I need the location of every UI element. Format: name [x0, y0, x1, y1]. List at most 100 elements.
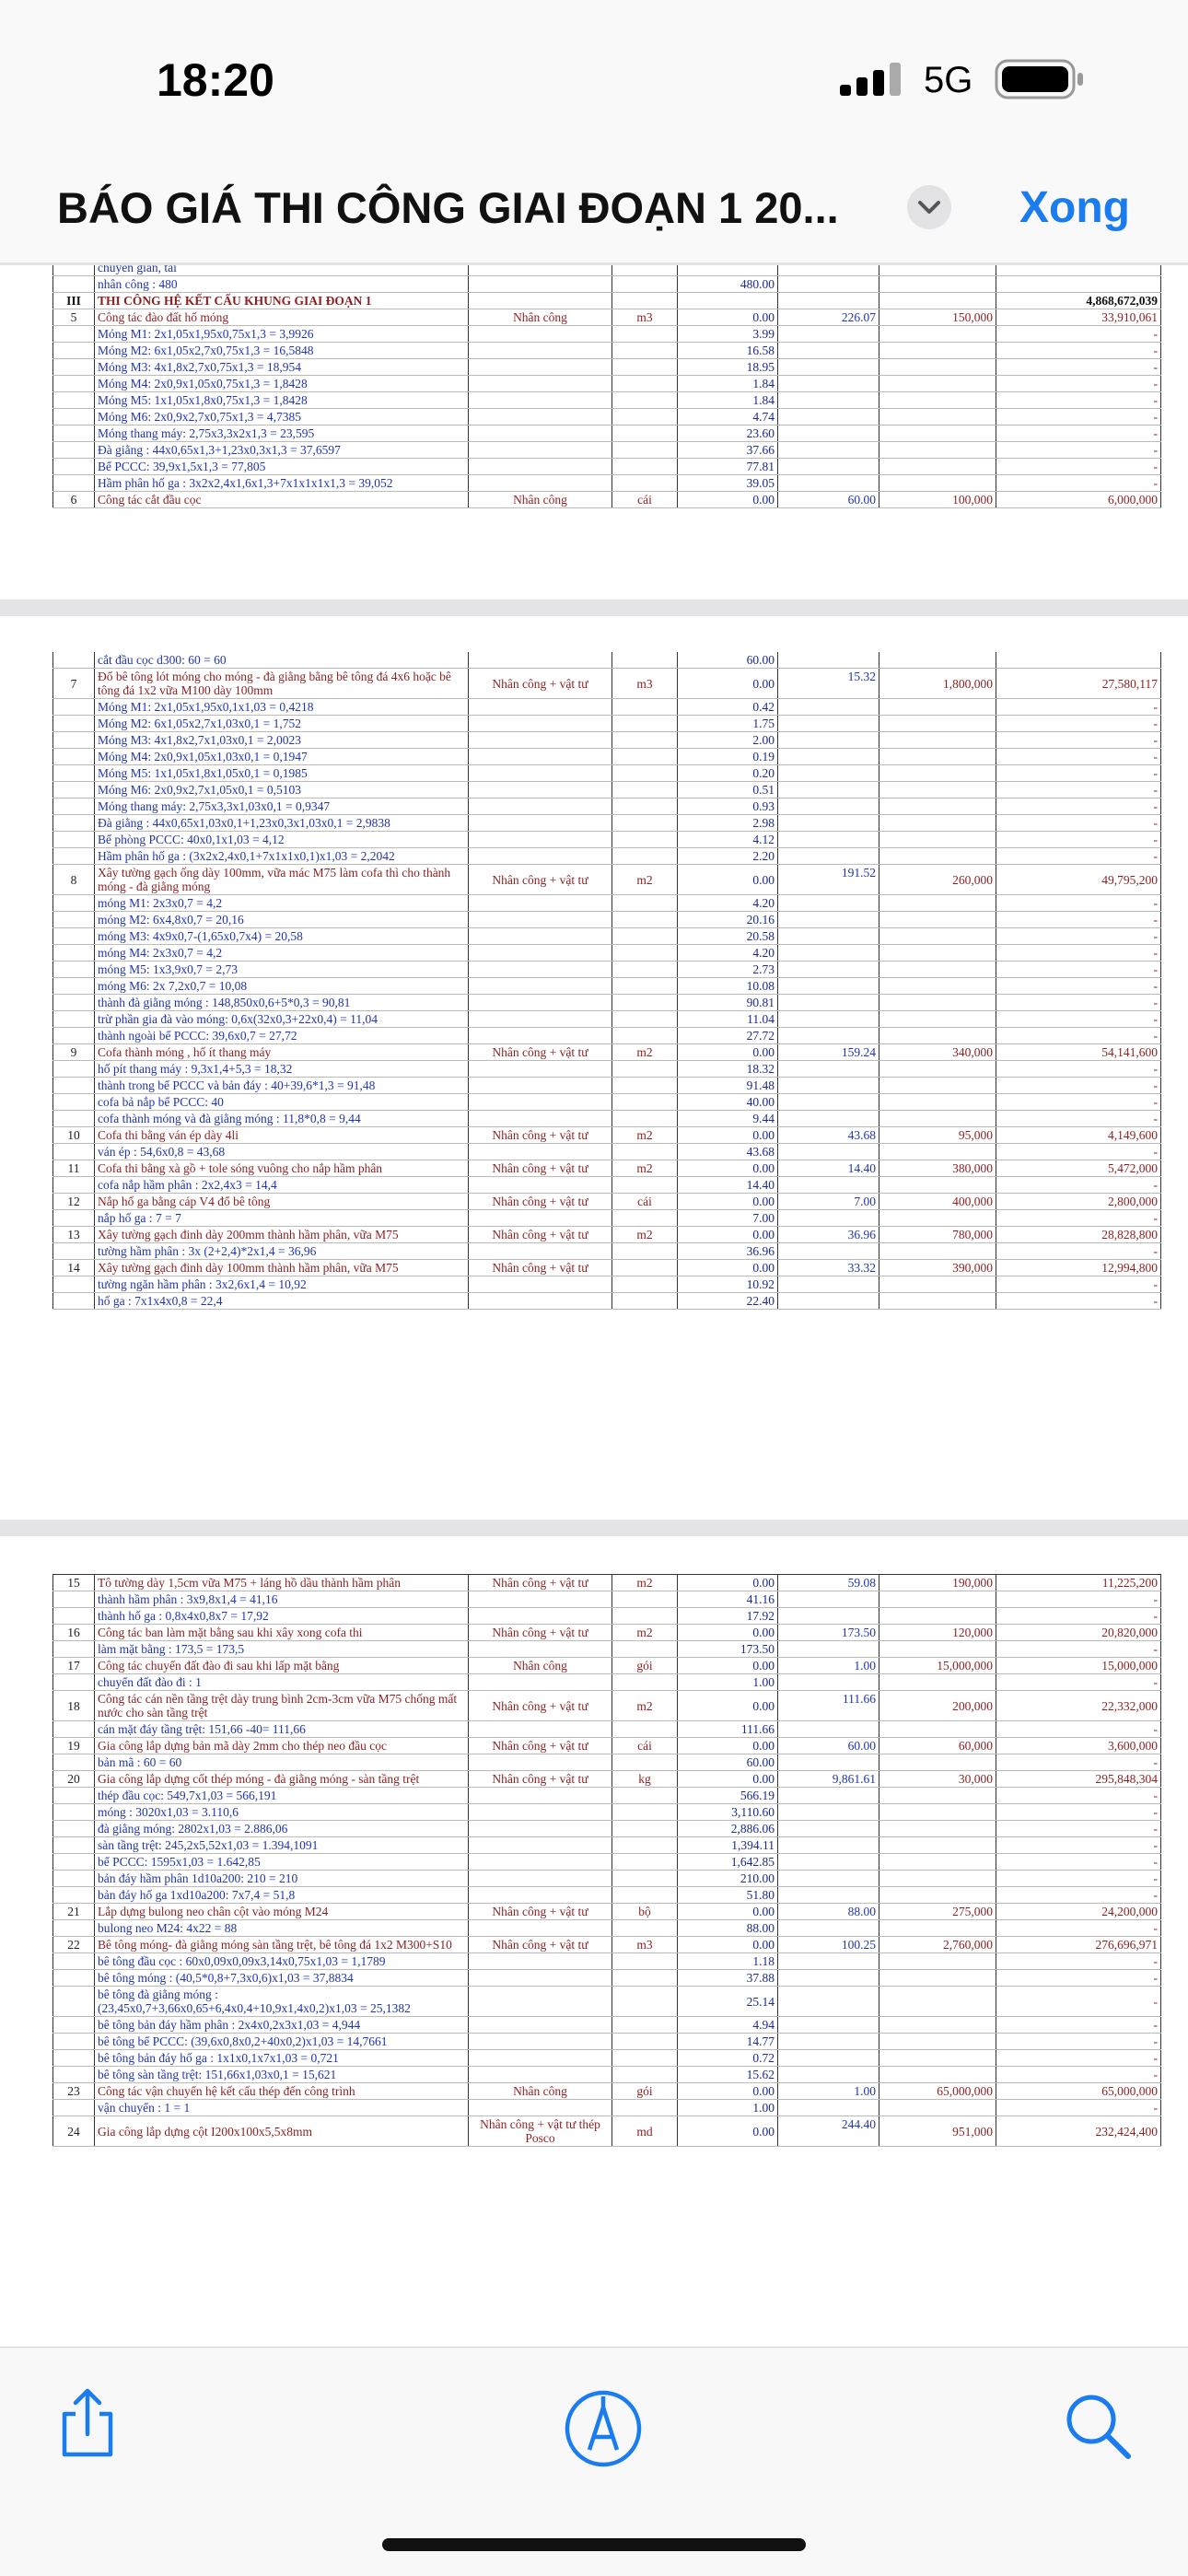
unit [611, 1276, 678, 1293]
item-description: ván ép : 54,6x0,8 = 43,68 [94, 1143, 469, 1160]
table-row: 11 Cofa thi bằng xà gồ + tole sóng vuông … [52, 1160, 1161, 1177]
amount: - [996, 944, 1161, 962]
item-description: hố pít thang máy : 9,3x1,4+5,3 = 18,32 [94, 1060, 469, 1078]
row-number [52, 1640, 95, 1658]
unit-price [879, 1093, 996, 1111]
work-type [468, 1077, 612, 1094]
work-type [468, 1640, 612, 1658]
search-button[interactable] [1064, 2392, 1134, 2462]
quote-table: 15 Tô tường dày 1,5cm vữa M75 + láng hồ d… [52, 1574, 1161, 2147]
amount: - [996, 408, 1161, 425]
markup-button[interactable] [564, 2389, 643, 2468]
unit-price: 951,000 [879, 2116, 996, 2147]
table-row: Móng M2: 6x1,05x2,7x0,75x1,3 = 16,5848 16… [52, 342, 1161, 359]
battery-icon [995, 59, 1083, 99]
volume [777, 894, 879, 912]
work-type [468, 698, 612, 716]
table-row: bê tông móng : (40,5*0,8+7,3x0,6)x1,03 =… [52, 1969, 1161, 1987]
unit: m3 [611, 668, 678, 699]
share-button[interactable] [55, 2386, 120, 2460]
unit-price [879, 1820, 996, 1837]
item-description: Công tác vận chuyển hệ kết cấu thép đến … [94, 2082, 469, 2100]
unit-price [879, 698, 996, 716]
table-row: Móng M6: 2x0,9x2,7x0,75x1,3 = 4,7385 4.74… [52, 408, 1161, 425]
work-type [468, 731, 612, 749]
work-type [468, 1986, 612, 2017]
row-number [52, 375, 95, 392]
row-number [52, 1027, 95, 1044]
amount: 33,910,061 [996, 309, 1161, 326]
unit [611, 292, 678, 309]
unit: bộ [611, 1903, 678, 1920]
table-row: Đà giằng : 44x0,65x1,03x0,1+1,23x0,3x1,0… [52, 814, 1161, 832]
table-row: thành hầm phân : 3x9,8x1,4 = 41,16 41.16 - [52, 1591, 1161, 1608]
volume [777, 2016, 879, 2034]
work-type [468, 474, 612, 492]
table-row: bulong neo M24: 4x22 = 88 88.00 - [52, 1919, 1161, 1937]
unit [611, 715, 678, 732]
work-type [468, 814, 612, 832]
work-type [468, 1787, 612, 1804]
unit [611, 458, 678, 475]
unit-price [879, 927, 996, 945]
amount: - [996, 2016, 1161, 2034]
item-description: Móng thang máy: 2,75x3,3x2x1,3 = 23,595 [94, 425, 469, 442]
work-type: Nhân công + vật tư [468, 1737, 612, 1754]
quantity: 60.00 [677, 1754, 778, 1771]
work-type [468, 961, 612, 978]
work-type [468, 1292, 612, 1310]
volume [777, 1209, 879, 1227]
work-type: Nhân công + vật tư [468, 1043, 612, 1061]
table-row: 6 Công tác cắt đầu cọc Nhân công cái 0.00 60.… [52, 491, 1161, 508]
amount: - [996, 2049, 1161, 2067]
item-description: đà giằng móng: 2802x1,03 = 2.886,06 [94, 1820, 469, 1837]
quantity: 0.00 [677, 1624, 778, 1641]
unit-price [879, 1176, 996, 1194]
quantity: 41.16 [677, 1591, 778, 1608]
amount: 232,424,400 [996, 2116, 1161, 2147]
done-button[interactable]: Xong [1019, 183, 1130, 232]
amount: - [996, 425, 1161, 442]
title-menu-button[interactable] [906, 184, 952, 230]
row-number [52, 1720, 95, 1738]
amount: 295,848,304 [996, 1770, 1161, 1788]
item-description: Tô tường dày 1,5cm vữa M75 + láng hồ dầu… [94, 1574, 469, 1591]
item-description: thép đầu cọc: 549,7x1,03 = 566,191 [94, 1787, 469, 1804]
amount: - [996, 2033, 1161, 2050]
row-number [52, 731, 95, 749]
volume [777, 275, 879, 293]
unit-price [879, 1110, 996, 1127]
volume [777, 1969, 879, 1987]
work-type [468, 2099, 612, 2116]
volume [777, 781, 879, 798]
table-row: hố ga : 7x1x4x0,8 = 22,4 22.40 - [52, 1292, 1161, 1310]
volume [777, 1027, 879, 1044]
row-number [52, 764, 95, 782]
unit [611, 358, 678, 376]
item-description: móng M1: 2x3x0,7 = 4,2 [94, 894, 469, 912]
amount: 5,472,000 [996, 1160, 1161, 1177]
unit: cái [611, 1737, 678, 1754]
amount: - [996, 1027, 1161, 1044]
item-description: THI CÔNG HỆ KẾT CẤU KHUNG GIAI ĐOẠN 1 [94, 292, 469, 309]
unit-price [879, 715, 996, 732]
work-type: Nhân công + vật tư [468, 1690, 612, 1721]
amount: 4,149,600 [996, 1126, 1161, 1144]
signal-icon [840, 63, 901, 96]
row-number [52, 1754, 95, 1771]
quantity: 0.42 [677, 698, 778, 716]
item-description: Bể phòng PCCC: 40x0,1x1,03 = 4,12 [94, 831, 469, 848]
table-row: đà giằng móng: 2802x1,03 = 2.886,06 2,886… [52, 1820, 1161, 1837]
quantity: 0.51 [677, 781, 778, 798]
unit [611, 911, 678, 928]
unit [611, 325, 678, 343]
amount [996, 265, 1161, 276]
item-description: Móng M6: 2x0,9x2,7x0,75x1,3 = 4,7385 [94, 408, 469, 425]
quantity: 40.00 [677, 1093, 778, 1111]
volume [777, 798, 879, 815]
quantity: 14.40 [677, 1176, 778, 1194]
row-number: 11 [52, 1160, 95, 1177]
unit-price [879, 358, 996, 376]
unit-price [879, 1986, 996, 2017]
